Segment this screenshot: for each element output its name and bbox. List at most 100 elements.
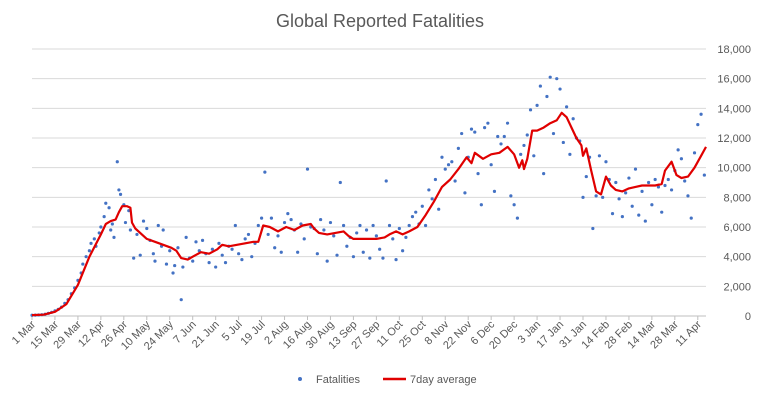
fatalities-point bbox=[620, 215, 624, 219]
fatalities-point bbox=[355, 231, 359, 235]
fatalities-point bbox=[450, 160, 454, 164]
fatalities-point bbox=[617, 197, 621, 201]
fatalities-point bbox=[332, 234, 336, 238]
y-tick-label: 10,000 bbox=[717, 163, 751, 175]
fatalities-point bbox=[319, 217, 323, 222]
fatalities-point bbox=[345, 244, 349, 248]
fatalities-point bbox=[276, 234, 280, 238]
fatalities-point bbox=[653, 177, 657, 182]
fatalities-point bbox=[233, 223, 237, 228]
fatalities-point bbox=[374, 234, 378, 238]
fatalities-point bbox=[594, 194, 598, 198]
fatalities-point bbox=[145, 226, 149, 231]
fatalities-point bbox=[263, 170, 267, 174]
fatalities-point bbox=[210, 247, 214, 251]
fatalities-point bbox=[538, 84, 542, 88]
fatalities-point bbox=[522, 143, 526, 148]
fatalities-point bbox=[176, 246, 180, 250]
fatalities-point bbox=[102, 215, 106, 219]
fatalities-point bbox=[627, 176, 631, 180]
fatalities-point bbox=[630, 204, 634, 208]
fatalities-point bbox=[525, 133, 529, 137]
fatalities-point bbox=[109, 228, 113, 232]
fatalities-point bbox=[584, 174, 588, 179]
fatalities-point bbox=[358, 223, 362, 228]
fatalities-point bbox=[502, 134, 506, 139]
fatalities-point bbox=[643, 219, 647, 223]
fatalities-point bbox=[437, 207, 441, 211]
y-tick-label: 16,000 bbox=[717, 74, 751, 86]
fatalities-point bbox=[532, 154, 536, 158]
fatalities-point bbox=[601, 195, 605, 199]
fatalities-point bbox=[483, 126, 487, 130]
y-axis-ticks: 0 2,000 4,000 6,000 8,000 10,000 12,000 14,000 1… bbox=[717, 44, 751, 323]
fatalities-point bbox=[117, 188, 121, 192]
fatalities-point bbox=[469, 127, 474, 131]
fatalities-point bbox=[512, 203, 516, 207]
fatalities-point bbox=[315, 252, 319, 256]
fatalities-point bbox=[338, 180, 342, 185]
y-tick-label: 18,000 bbox=[717, 44, 751, 56]
fatalities-point bbox=[164, 262, 169, 266]
fatalities-point bbox=[92, 237, 96, 241]
fatalities-point bbox=[535, 103, 539, 107]
fatalities-point bbox=[647, 180, 651, 185]
fatalities-point bbox=[184, 235, 188, 239]
fatalities-point bbox=[230, 247, 234, 251]
fatalities-point bbox=[683, 179, 687, 183]
fatalities-point bbox=[250, 255, 254, 259]
fatalities-point bbox=[112, 235, 116, 239]
fatalities-point bbox=[555, 77, 559, 81]
fatalities-point bbox=[528, 108, 533, 112]
fatalities-point bbox=[351, 255, 356, 259]
fatalities-point bbox=[509, 194, 513, 198]
fatalities-point bbox=[387, 223, 392, 228]
fatalities-point bbox=[302, 237, 306, 241]
fatalities-point bbox=[427, 188, 431, 192]
fatalities-point bbox=[640, 189, 644, 193]
fatalities-series bbox=[30, 75, 706, 317]
fatalities-point bbox=[568, 152, 572, 156]
fatalities-point bbox=[407, 223, 411, 228]
fatalities-point bbox=[699, 112, 703, 116]
fatalities-point bbox=[217, 241, 221, 245]
chart-title: Global Reported Fatalities bbox=[276, 11, 484, 31]
x-tick-label: 25 Oct bbox=[397, 319, 428, 350]
fatalities-point bbox=[132, 256, 136, 260]
fatalities-point bbox=[604, 160, 608, 164]
fatalities-point bbox=[558, 87, 562, 91]
fatalities-point bbox=[161, 228, 165, 232]
fatalities-point bbox=[397, 226, 401, 231]
fatalities-point bbox=[381, 256, 385, 260]
fatalities-point bbox=[240, 258, 244, 262]
fatalities-point bbox=[171, 271, 175, 275]
y-tick-label: 6,000 bbox=[723, 222, 751, 234]
fatalities-point bbox=[679, 157, 684, 161]
fatalities-point bbox=[243, 237, 247, 241]
fatalities-point bbox=[551, 131, 556, 136]
fatalities-point bbox=[686, 194, 690, 198]
fatalities-point bbox=[460, 131, 464, 136]
fatalities-point bbox=[443, 167, 447, 171]
fatalities-point bbox=[361, 250, 365, 254]
fatalities-point bbox=[515, 216, 520, 220]
fatalities-point bbox=[453, 179, 457, 183]
fatalities-point bbox=[479, 203, 483, 207]
y-tick-label: 4,000 bbox=[723, 252, 751, 264]
fatalities-point bbox=[296, 250, 300, 254]
fatalities-point bbox=[341, 223, 346, 228]
fatalities-point bbox=[173, 263, 177, 268]
fatalities-point bbox=[89, 241, 93, 245]
fatalities-point bbox=[168, 249, 172, 253]
fatalities-point bbox=[542, 172, 546, 176]
fatalities-point bbox=[322, 228, 326, 232]
fatalities-point bbox=[669, 188, 674, 192]
fatalities-point bbox=[328, 220, 333, 225]
fatalities-point bbox=[492, 189, 497, 193]
fatalities-point bbox=[446, 163, 451, 167]
fatalities-point bbox=[237, 252, 241, 256]
fatalities-point bbox=[476, 172, 480, 176]
fatalities-point bbox=[289, 217, 293, 222]
legend-fatalities-marker bbox=[298, 377, 302, 381]
